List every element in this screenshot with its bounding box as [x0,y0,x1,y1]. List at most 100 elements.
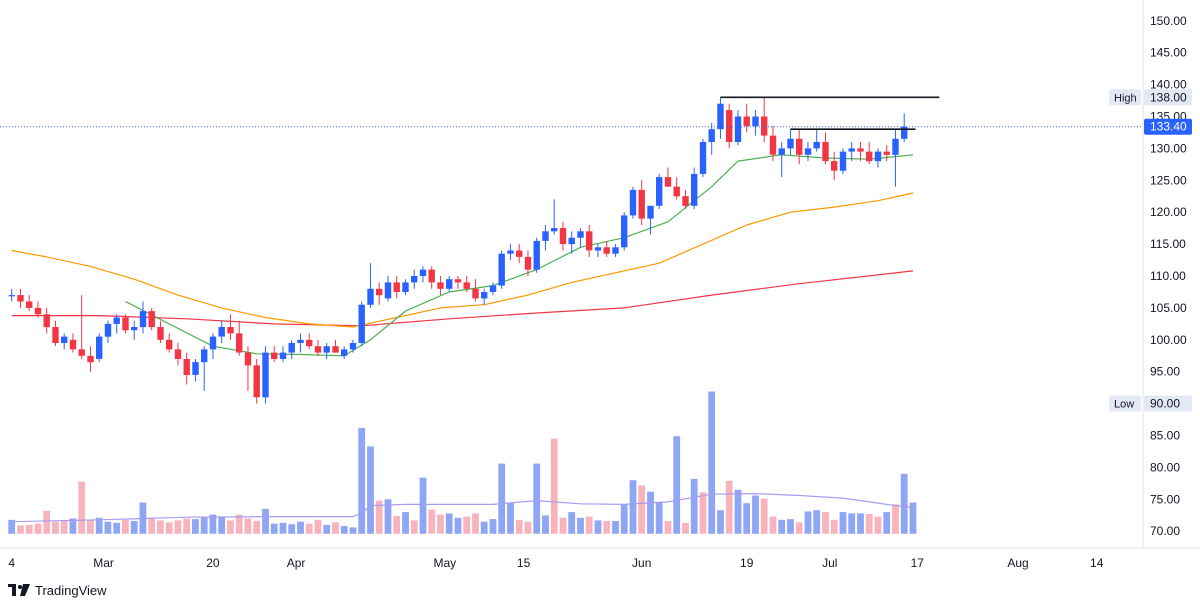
volume-bar [25,524,33,534]
candle-body [638,189,645,219]
volume-bar [43,510,51,534]
candle-body [166,339,173,350]
candle-body [367,288,374,305]
candle-body [332,346,339,353]
volume-bar [200,516,208,534]
candle-body [376,288,383,296]
volume-bars [8,391,917,534]
candle-body [489,285,497,292]
candle-body [542,231,549,241]
volume-bar [577,517,584,534]
volume-bar [603,521,611,534]
volume-bar [804,511,812,534]
volume-bar [437,514,444,534]
volume-bar [892,504,899,534]
volume-bar [699,492,707,534]
volume-bar [209,514,217,534]
candle-body [454,279,462,283]
price-chart[interactable]: 70.00 75.00 80.00 85.00 90.00 95.00 100.00 105.… [0,0,1200,575]
candle-body [516,250,523,257]
volume-bar [148,518,156,534]
candle-body [393,282,400,292]
volume-bar [760,498,768,534]
volume-bar [340,526,348,534]
volume-bar [822,512,829,534]
volume-bar [883,512,891,534]
candle-body [384,282,392,299]
trend-lines[interactable] [720,96,940,130]
candle-body [752,116,759,127]
candle-body [778,148,785,155]
volume-bar [454,517,462,534]
candles [8,97,908,404]
candle-body [769,135,777,155]
volume-bar [568,512,576,534]
time-tick-label: Apr [287,556,306,570]
volume-bar [629,480,637,534]
candle-body [839,151,847,171]
candle-body [498,253,505,286]
time-tick-label: 20 [206,556,220,570]
volume-bar [542,515,549,534]
volume-bar [104,521,112,534]
price-tick-label: 100.00 [1150,333,1187,347]
candle-body [209,336,217,350]
volume-bar [664,521,672,534]
candle-body [419,269,427,276]
candle-body [761,116,768,136]
candle-body [866,151,873,162]
volume-bar [559,517,567,534]
low-marker-box [1144,395,1192,412]
time-tick-label: 4 [8,556,15,570]
volume-bar [533,463,541,534]
candle-body [804,148,812,155]
candle-body [699,142,707,174]
volume-bar [489,519,497,534]
candle-body [446,279,453,289]
volume-bar [244,518,252,534]
candle-body [192,362,199,375]
volume-bar [358,427,366,534]
price-tick-label: 150.00 [1150,14,1187,28]
volume-average [11,493,914,523]
candle-body [104,323,112,337]
volume-bar [60,521,68,534]
time-axis[interactable]: 4 Mar 20 Apr May 15 Jun 19 Jul 17 Aug 14 [8,556,1103,570]
low-marker-value: 90.00 [1150,397,1180,411]
volume-bar [192,519,199,534]
candle-body [656,177,663,206]
volume-bar [235,514,243,534]
candle-body [87,355,94,363]
candle-body [78,349,85,356]
volume-bar [612,521,619,534]
candle-body [603,247,610,254]
volume-bar [165,522,173,534]
candle-body [341,349,348,356]
candle-body [874,151,882,162]
candle-body [813,142,820,149]
candle-body [314,346,322,353]
volume-bar [647,491,654,534]
candle-body [734,116,742,142]
low-marker-label: Low [1114,399,1134,411]
volume-bar [690,478,698,534]
volume-bar [69,518,77,534]
volume-bar [480,521,488,534]
volume-bar [445,513,453,534]
volume-bar [725,480,733,534]
time-tick-label: 14 [1090,556,1104,570]
volume-bar [874,516,882,534]
candle-body [533,240,540,270]
candle-body [568,237,575,245]
candle-body [174,349,182,359]
candle-body [472,288,479,299]
volume-bar [708,391,716,534]
volume-bar [524,521,532,534]
volume-bar [848,513,856,534]
candle-body [647,205,654,219]
volume-bar [472,513,479,534]
volume-bar [227,520,234,534]
volume-bar [157,520,164,534]
candle-body [148,311,155,328]
